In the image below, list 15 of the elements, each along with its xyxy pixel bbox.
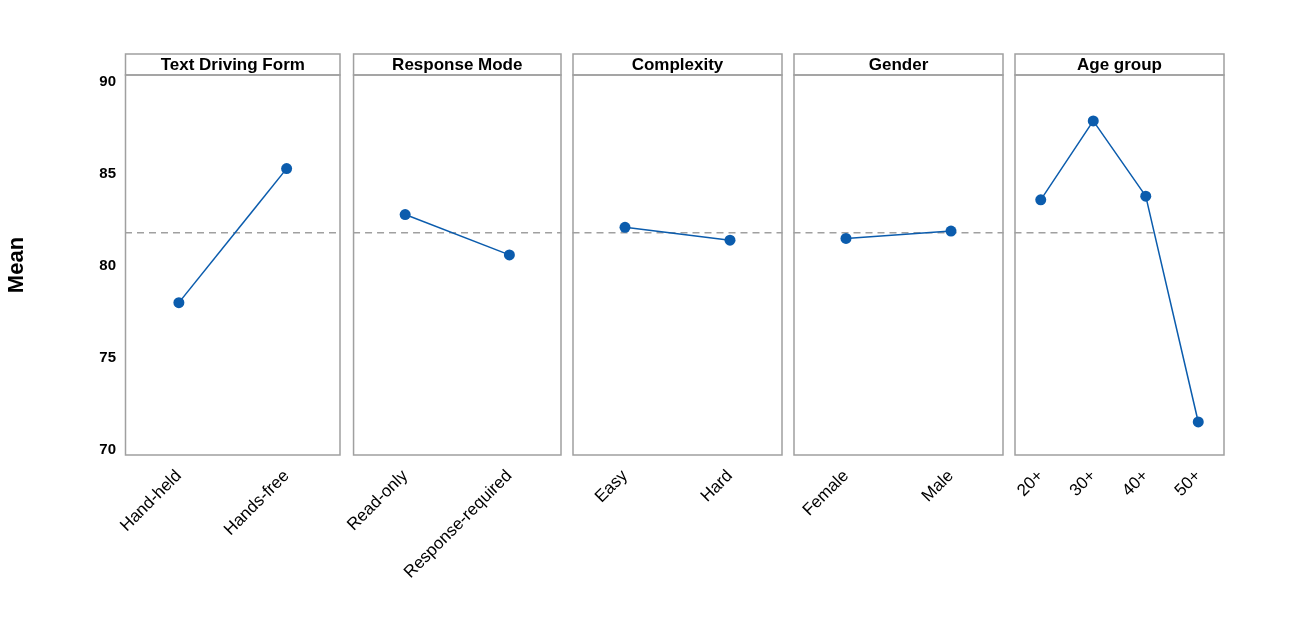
- x-tick-label: 20+: [1013, 465, 1047, 500]
- y-tick-label: 90: [99, 72, 116, 90]
- chart-title: Age group: [1077, 55, 1162, 75]
- y-tick-label: 85: [99, 164, 116, 182]
- x-tick-label: 30+: [1065, 465, 1100, 500]
- x-tick-label: 50+: [1170, 465, 1205, 500]
- chart-title: Response Mode: [392, 55, 523, 75]
- chart-title: Gender: [868, 55, 929, 75]
- chart-title: Text Driving Form: [160, 55, 305, 75]
- y-axis-title: Mean: [3, 236, 29, 294]
- x-tick-label: 40+: [1118, 465, 1152, 500]
- y-tick-label: 75: [99, 347, 116, 365]
- chart-title: Complexity: [631, 55, 724, 75]
- y-tick-label: 80: [99, 256, 116, 274]
- y-tick-label: 70: [99, 439, 116, 457]
